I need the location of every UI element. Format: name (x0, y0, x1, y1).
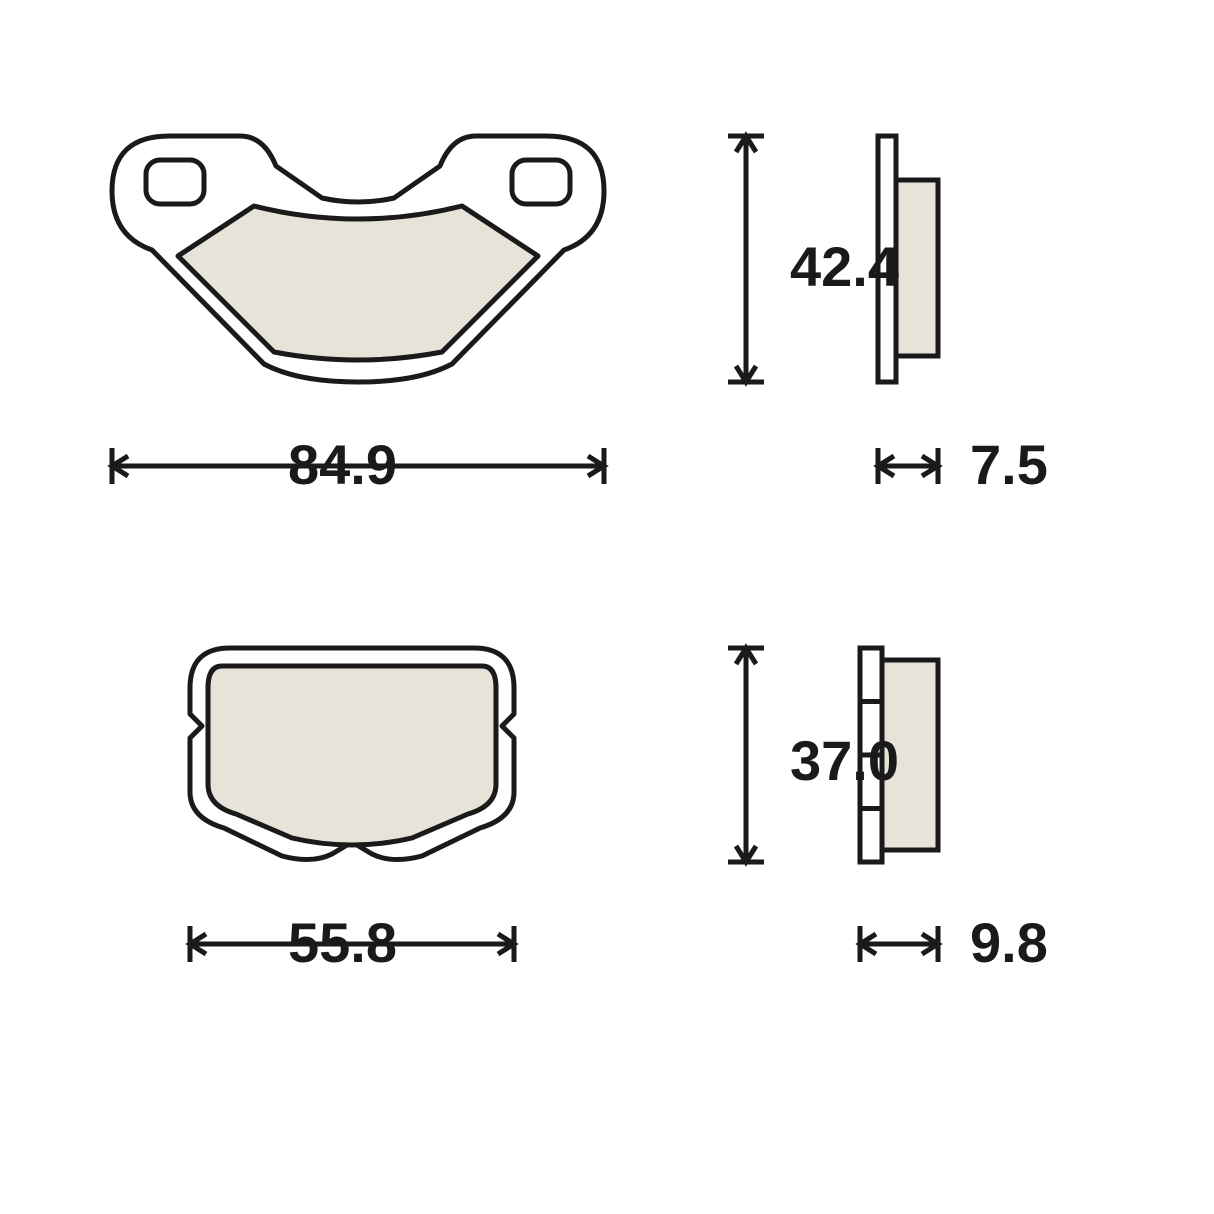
dim-bot-height: 37.0 (790, 728, 899, 793)
dim-bot-thick: 9.8 (970, 910, 1048, 975)
dim-top-width: 84.9 (288, 432, 397, 497)
dim-top-thick: 7.5 (970, 432, 1048, 497)
dim-bot-width: 55.8 (288, 910, 397, 975)
diagram-canvas (0, 0, 1214, 1214)
dim-top-height: 42.4 (790, 234, 899, 299)
